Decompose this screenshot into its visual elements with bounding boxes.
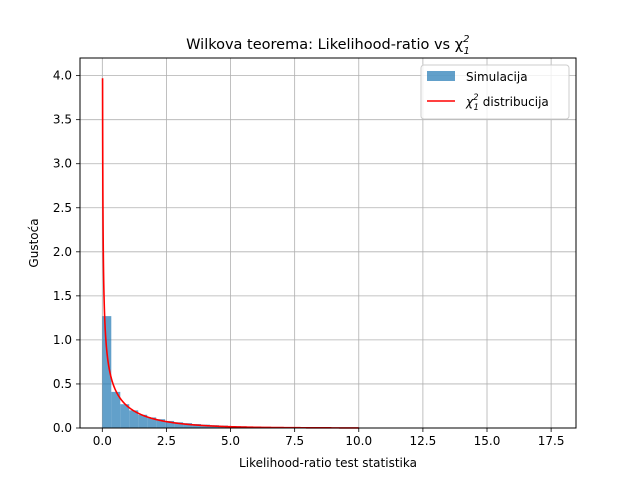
y-tick-label: 1.0 — [53, 333, 72, 347]
y-tick-label: 3.0 — [53, 157, 72, 171]
y-tick-label: 3.5 — [53, 113, 72, 127]
histogram-bar — [138, 414, 148, 428]
legend-chi-suffix: distribucija — [479, 95, 549, 109]
chart-title-text: Wilkova teorema: Likelihood-ratio vs χ — [186, 37, 463, 53]
plot-frame — [79, 57, 577, 429]
x-tick-label: 7.5 — [285, 434, 304, 448]
legend-chi-sup: 2 — [473, 93, 478, 103]
y-tick-label: 2.0 — [53, 245, 72, 259]
y-tick-label: 2.5 — [53, 201, 72, 215]
histogram-bar — [147, 417, 157, 428]
histogram-bar — [192, 424, 202, 428]
legend-label-simulacija: Simulacija — [466, 70, 528, 84]
y-axis-label: Gustoća — [27, 218, 41, 267]
legend-chi-sub: 1 — [474, 103, 479, 113]
y-tick-label: 0.5 — [53, 377, 72, 391]
x-axis-ticks: 0.0 2.5 5.0 7.5 10.0 12.5 15.0 17.5 — [93, 428, 565, 448]
histogram-bar — [174, 422, 184, 428]
histogram-bar — [156, 419, 166, 428]
legend-swatch-simulacija — [427, 71, 455, 81]
x-tick-label: 12.5 — [410, 434, 437, 448]
legend-box — [420, 64, 570, 120]
x-tick-label: 17.5 — [538, 434, 565, 448]
x-tick-label: 15.0 — [474, 434, 501, 448]
x-tick-label: 0.0 — [93, 434, 112, 448]
legend-chi-symbol: χ — [465, 95, 474, 109]
y-tick-label: 1.5 — [53, 289, 72, 303]
x-tick-label: 5.0 — [221, 434, 240, 448]
histogram-bar — [183, 423, 193, 428]
y-axis-ticks: 0.0 0.5 1.0 1.5 2.0 2.5 3.0 3.5 4.0 — [53, 69, 80, 435]
legend: Simulacija χ2 1 distribucija — [420, 64, 570, 120]
histogram-bar — [165, 420, 175, 428]
histogram-bar — [102, 316, 112, 428]
x-tick-label: 2.5 — [157, 434, 176, 448]
histogram-bar — [120, 404, 130, 428]
y-tick-label: 0.0 — [53, 421, 72, 435]
chart-title: Wilkova teorema: Likelihood-ratio vs χ2 1 — [186, 34, 470, 57]
histogram-bar — [111, 391, 121, 428]
x-axis-label: Likelihood-ratio test statistika — [239, 456, 417, 470]
chart-title-sub: 1 — [463, 46, 469, 57]
legend-label-chi2: χ2 1 distribucija — [465, 93, 549, 113]
histogram-bar — [129, 410, 139, 428]
y-tick-label: 4.0 — [53, 69, 72, 83]
x-tick-label: 10.0 — [345, 434, 372, 448]
chart-title-sup: 2 — [463, 34, 469, 45]
